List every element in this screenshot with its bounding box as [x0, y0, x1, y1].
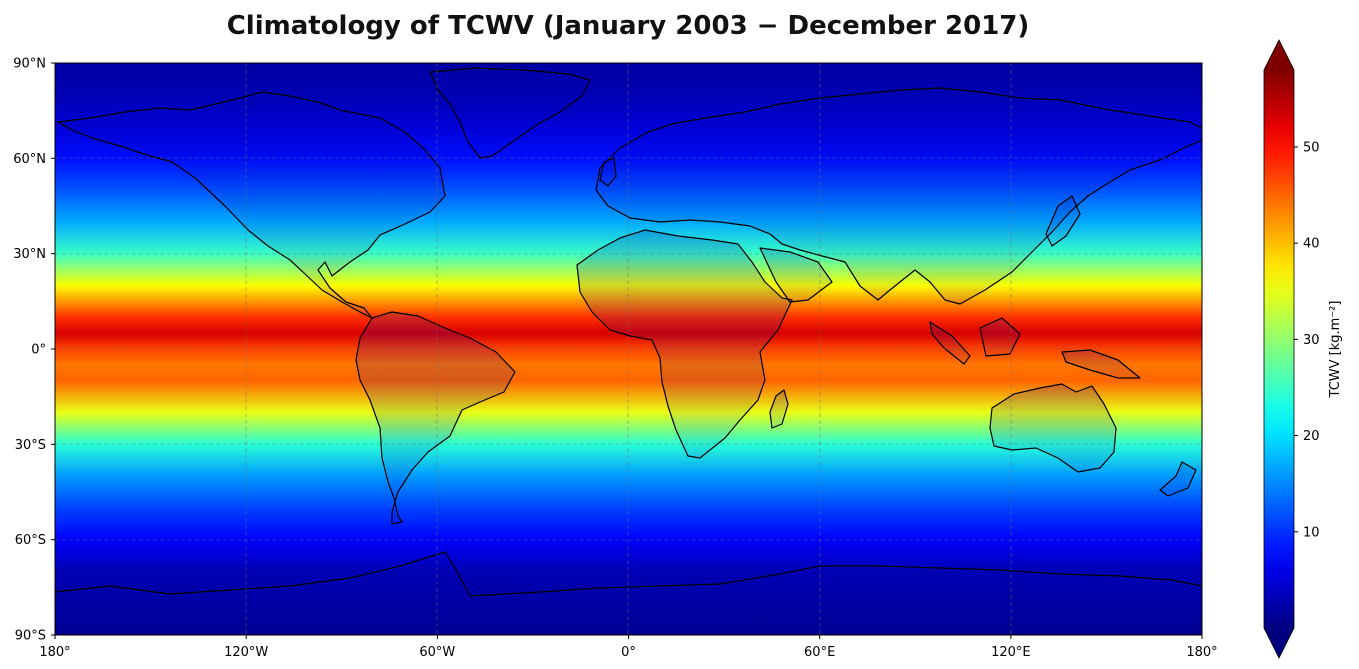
- gridlines: [55, 63, 1202, 635]
- colorbar-outline: [1263, 39, 1295, 659]
- x-tick-labels: 180° 120°W 60°W 0° 60°E 120°E 180°: [39, 635, 1218, 660]
- japan-outline: [1045, 195, 1081, 247]
- greenland-outline: [429, 67, 591, 159]
- africa-outline: [576, 229, 793, 459]
- colorbar-tick-label: 30: [1303, 333, 1320, 348]
- x-tick-label: 60°E: [804, 645, 835, 660]
- y-tick-label: 30°N: [13, 247, 46, 262]
- y-tick-label: 0°: [31, 343, 46, 358]
- british-isles-outline: [599, 157, 617, 187]
- antarctica-outline: [55, 551, 1202, 635]
- colorbar-tick-label: 50: [1303, 140, 1320, 155]
- y-tick-label: 90°N: [13, 57, 46, 72]
- colorbar: 10 20 30 40 50 TCWV [kg.m⁻²]: [1263, 39, 1343, 659]
- x-tick-label: 180°: [1186, 645, 1217, 660]
- continents: [55, 67, 1202, 635]
- y-tick-label: 90°S: [15, 629, 46, 644]
- new-guinea-outline: [1061, 349, 1141, 379]
- colorbar-label: TCWV [kg.m⁻²]: [1328, 301, 1343, 399]
- x-tick-label: 120°E: [991, 645, 1031, 660]
- y-tick-label: 60°N: [13, 152, 46, 167]
- colorbar-extend-min: [1264, 628, 1294, 658]
- madagascar-outline: [769, 389, 789, 429]
- colorbar-tick-label: 40: [1303, 237, 1320, 252]
- x-tick-label: 120°W: [224, 645, 268, 660]
- colorbar-tick-label: 10: [1303, 525, 1320, 540]
- north-america-outline: [57, 91, 446, 319]
- australia-outline: [989, 383, 1117, 473]
- colorbar-extend-max: [1264, 40, 1294, 70]
- y-tick-labels: 90°N 60°N 30°N 0° 30°S 60°S 90°S: [13, 57, 55, 644]
- sumatra-outline: [929, 321, 971, 365]
- y-tick-label: 60°S: [15, 533, 46, 548]
- south-america-outline: [355, 311, 516, 525]
- colorbar-tick-label: 20: [1303, 429, 1320, 444]
- colorbar-ticks: 10 20 30 40 50: [1294, 140, 1320, 540]
- y-tick-label: 30°S: [15, 438, 46, 453]
- chart-title: Climatology of TCWV (January 2003 − Dece…: [227, 11, 1030, 41]
- x-tick-label: 60°W: [419, 645, 455, 660]
- map-area: [55, 63, 1202, 635]
- new-zealand-outline: [1159, 461, 1197, 497]
- borneo-outline: [979, 317, 1021, 357]
- colorbar-body: [1264, 70, 1294, 628]
- x-tick-label: 180°: [39, 645, 70, 660]
- x-tick-label: 0°: [621, 645, 636, 660]
